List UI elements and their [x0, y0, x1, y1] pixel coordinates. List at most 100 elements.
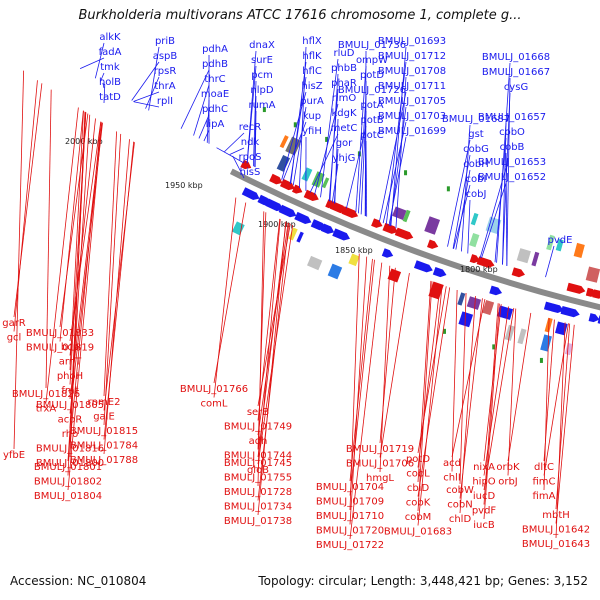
reverse-gene-label: fmt	[61, 386, 78, 397]
leader-line	[349, 258, 373, 482]
gene-block	[327, 263, 343, 280]
forward-gene-label: lipA	[206, 119, 225, 130]
forward-gene-label: pvdE	[548, 235, 573, 246]
gene-block	[332, 228, 350, 241]
forward-gene-label: BMULJ_01687	[442, 114, 510, 125]
leader-line	[203, 129, 210, 142]
gene-block	[394, 227, 414, 240]
forward-gene-label: moaE	[201, 89, 229, 100]
forward-gene-label: cobB	[500, 142, 525, 153]
reverse-gene-label: BMULJ_01766	[180, 384, 248, 395]
forward-gene-label: thrA	[154, 81, 175, 92]
leader-line	[451, 289, 458, 472]
reverse-gene-label: nixA	[473, 462, 495, 473]
forward-gene-label: hisS	[240, 167, 261, 178]
leader-line	[103, 133, 122, 426]
gene-block	[555, 321, 568, 336]
leader-line	[257, 223, 290, 501]
reverse-gene-label: BMULJ_01833	[26, 328, 94, 339]
reverse-gene-label: adh	[249, 436, 268, 447]
leader-line	[390, 46, 407, 227]
forward-gene-label: ndk	[241, 137, 260, 148]
tick-mark	[442, 328, 446, 334]
reverse-gene-label: BMULJ_01819	[26, 343, 94, 354]
leader-line	[481, 182, 507, 259]
gene-block	[269, 173, 283, 185]
reverse-gene-label: potD	[406, 454, 430, 465]
leader-line	[180, 69, 210, 129]
gene-block	[276, 154, 291, 172]
leader-line	[257, 218, 281, 421]
gene-block	[573, 242, 585, 258]
gene-block	[296, 231, 304, 243]
forward-gene-label: hflC	[302, 66, 322, 77]
reverse-gene-label: fimC	[532, 477, 555, 488]
leader-line	[69, 110, 84, 371]
reverse-gene-label: cobM	[405, 512, 432, 523]
reverse-gene-label: BMULJ_01804	[34, 491, 102, 502]
reverse-gene-label: BMULJ_01722	[316, 540, 384, 551]
reverse-gene-label: BMULJ_01805	[36, 400, 104, 411]
leader-line	[257, 221, 287, 516]
tick-mark	[404, 170, 408, 176]
summary-text: Topology: circular; Length: 3,448,421 bp…	[258, 574, 588, 588]
gene-block	[555, 238, 564, 252]
leader-line	[459, 296, 476, 514]
reverse-gene-label: serB	[247, 407, 269, 418]
reverse-gene-label: cobN	[447, 500, 472, 511]
scale-label: 1850 kbp	[335, 246, 373, 255]
gene-block	[231, 221, 245, 236]
leader-line	[67, 112, 86, 476]
forward-label-lines	[79, 42, 555, 278]
leader-line	[224, 132, 245, 153]
tick-mark	[262, 107, 266, 113]
reverse-gene-label: trxA	[36, 404, 57, 415]
forward-gene-label: rpsR	[154, 66, 177, 77]
gene-block	[531, 251, 540, 267]
forward-gene-label: BMULJ_01705	[378, 96, 446, 107]
leader-line	[346, 125, 367, 209]
scale-label: 1950 kbp	[165, 181, 203, 190]
gene-blocks	[231, 135, 600, 356]
leader-line	[349, 262, 383, 540]
forward-gene-label: pdhC	[202, 104, 228, 115]
gene-block	[257, 194, 271, 206]
reverse-gene-label: yfbE	[3, 450, 25, 461]
gene-block	[432, 267, 447, 278]
reverse-gene-label: chlI	[443, 473, 461, 484]
reverse-gene-label: acd	[443, 458, 461, 469]
forward-gene-label: BMULJ_01703	[378, 111, 446, 122]
leader-line	[232, 155, 245, 179]
leader-line	[417, 287, 451, 497]
forward-gene-label: metC	[331, 123, 358, 134]
reverse-gene-label: pvdF	[472, 506, 497, 517]
forward-gene-label: tatD	[99, 92, 121, 103]
forward-gene-label: BMULJ_01711	[378, 81, 446, 92]
reverse-label-lines	[13, 70, 575, 540]
gene-block	[294, 211, 312, 225]
gene-block	[291, 184, 303, 194]
forward-gene-label: potC	[360, 130, 383, 141]
gene-block	[310, 219, 326, 231]
leader-line	[349, 256, 368, 525]
gene-block	[381, 248, 394, 258]
reverse-gene-label: garR	[2, 318, 26, 329]
gene-block	[470, 212, 479, 226]
leader-line	[289, 76, 307, 184]
forward-gene-label: gor	[336, 138, 353, 149]
forward-gene-label: phaR	[331, 78, 357, 89]
reverse-gene-label: BMULJ_01745	[224, 458, 292, 469]
reverse-gene-label: BMULJ_01755	[224, 473, 292, 484]
reverse-gene-label: BMULJ_01710	[316, 511, 384, 522]
forward-gene-label: potB	[360, 115, 383, 126]
reverse-gene-label: cbiD	[407, 483, 430, 494]
forward-gene-label: hisZ	[301, 81, 322, 92]
forward-gene-label: pcm	[251, 70, 273, 81]
gene-block	[543, 301, 558, 312]
reverse-gene-label: BMULJ_01826	[12, 389, 80, 400]
leader-line	[507, 312, 532, 462]
leader-line	[13, 70, 25, 450]
forward-gene-label: cobI	[466, 174, 487, 185]
leader-line	[467, 199, 471, 254]
